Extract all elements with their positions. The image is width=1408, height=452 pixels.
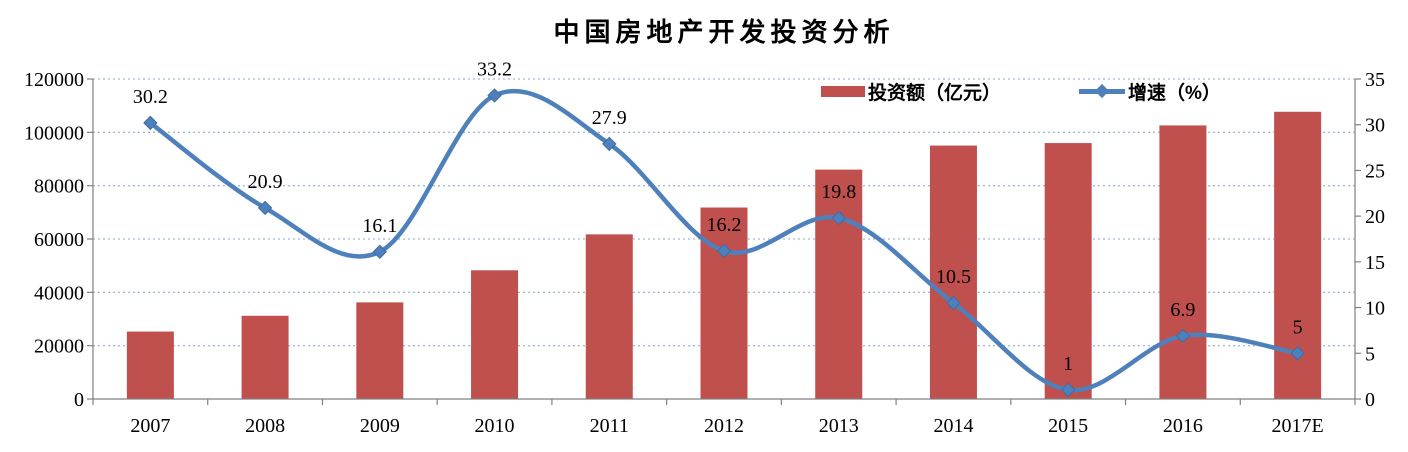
- bar-2009: [356, 302, 404, 399]
- diamond-marker-icon: [1094, 83, 1110, 98]
- legend-item-growth: 增速（%）: [1079, 79, 1221, 104]
- bar-2007: [126, 331, 174, 399]
- x-label-2012: 2012: [704, 415, 744, 437]
- growth-value-label-2017E: 5: [1293, 316, 1303, 338]
- growth-point-2014: [946, 295, 961, 311]
- growth-point-2009: [372, 244, 388, 260]
- x-label-2009: 2009: [360, 415, 400, 437]
- left-axis-label: 40000: [34, 282, 84, 304]
- growth-point-2012: [716, 243, 732, 259]
- bar-2011: [585, 234, 633, 399]
- left-axis-label: 20000: [34, 336, 84, 358]
- growth-point-2008: [257, 200, 273, 216]
- growth-point-2016: [1175, 328, 1191, 344]
- right-axis-label: 15: [1365, 252, 1385, 274]
- x-label-2016: 2016: [1163, 415, 1203, 437]
- growth-value-label-2008: 20.9: [248, 171, 283, 193]
- right-axis-label: 35: [1365, 69, 1385, 91]
- growth-point-2015: [1060, 382, 1076, 398]
- bar-2016: [1159, 125, 1207, 399]
- growth-point-2007: [143, 115, 158, 131]
- growth-point-2017E: [1290, 346, 1305, 361]
- x-label-2011: 2011: [590, 415, 629, 437]
- bar-2015: [1044, 143, 1092, 399]
- legend-label-growth: 增速（%）: [1128, 82, 1221, 104]
- growth-value-label-2014: 10.5: [936, 266, 971, 288]
- x-label-2014: 2014: [933, 415, 973, 437]
- right-axis-label: 20: [1365, 206, 1385, 228]
- bar-2010: [471, 270, 519, 399]
- x-label-2010: 2010: [475, 415, 515, 437]
- legend-item-investment: 投资额（亿元）: [821, 79, 1002, 104]
- growth-value-label-2015: 1: [1063, 353, 1073, 375]
- left-axis-label: 80000: [34, 176, 84, 198]
- growth-point-2013: [831, 210, 846, 226]
- growth-value-label-2010: 33.2: [477, 58, 512, 80]
- growth-point-2011: [602, 136, 617, 152]
- bar-2012: [700, 207, 748, 399]
- bar-series-swatch: [821, 85, 865, 97]
- right-axis-label: 30: [1365, 115, 1385, 137]
- x-label-2015: 2015: [1048, 415, 1088, 437]
- right-axis-label: 5: [1365, 343, 1375, 365]
- x-label-2007: 2007: [130, 415, 170, 437]
- growth-value-label-2007: 30.2: [133, 86, 168, 108]
- growth-value-label-2013: 19.8: [821, 181, 856, 203]
- growth-value-label-2016: 6.9: [1170, 299, 1195, 321]
- line-series-swatch: [1079, 83, 1125, 98]
- left-axis-label: 60000: [34, 229, 84, 251]
- chart-title: 中国房地产开发投资分析: [553, 17, 895, 47]
- growth-point-2010: [487, 88, 502, 103]
- growth-value-label-2011: 27.9: [592, 107, 627, 129]
- legend-label-investment: 投资额（亿元）: [868, 82, 1002, 104]
- bar-2013: [815, 169, 863, 399]
- right-axis-label: 25: [1365, 160, 1385, 182]
- bar-2008: [241, 315, 289, 399]
- bar-2014: [929, 145, 977, 399]
- left-axis-label: 100000: [24, 122, 84, 144]
- left-axis-label: 120000: [24, 69, 84, 91]
- growth-value-label-2012: 16.2: [707, 214, 742, 236]
- x-label-2013: 2013: [819, 415, 859, 437]
- x-label-2017E: 2017E: [1272, 415, 1324, 437]
- growth-value-label-2009: 16.1: [362, 215, 397, 237]
- left-axis-label: 0: [74, 389, 84, 411]
- x-label-2008: 2008: [245, 415, 285, 437]
- right-axis-label: 0: [1365, 389, 1375, 411]
- right-axis-label: 10: [1365, 298, 1385, 320]
